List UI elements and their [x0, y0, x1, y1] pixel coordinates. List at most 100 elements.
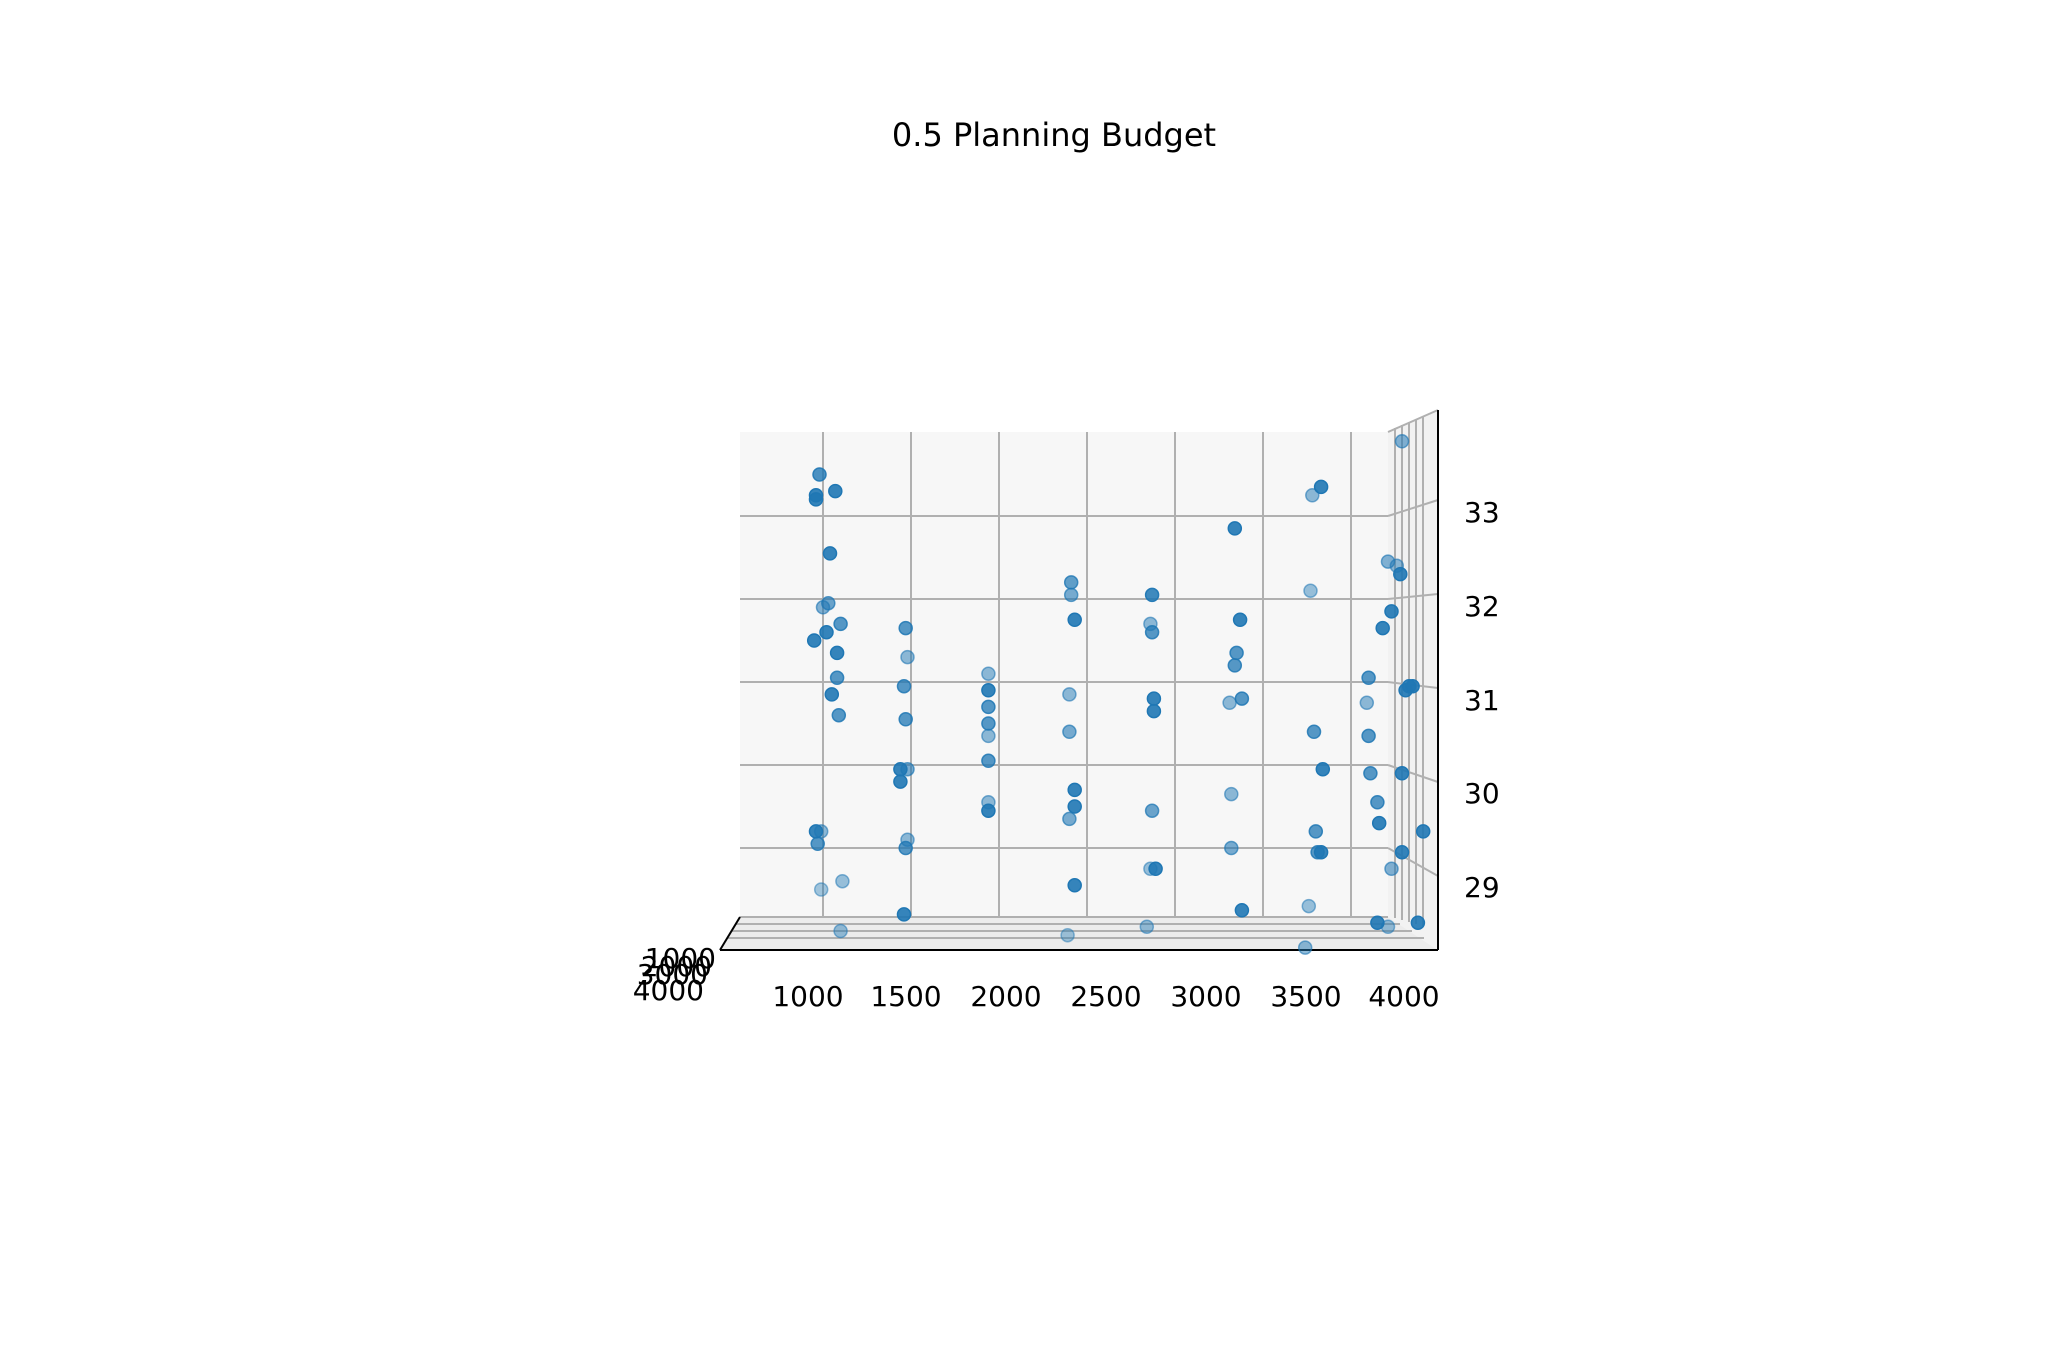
z-tick-label: 33	[1464, 496, 1500, 529]
scatter-point	[1301, 898, 1317, 914]
scatter-point	[1361, 670, 1376, 686]
scatter-point	[1063, 575, 1079, 590]
scatter-point	[829, 670, 845, 686]
scatter-point	[898, 712, 913, 727]
scatter-point	[1067, 799, 1082, 814]
scatter-point	[1393, 566, 1408, 582]
scatter-point	[896, 907, 912, 922]
scatter-point	[1062, 724, 1077, 740]
scatter-point	[900, 649, 915, 665]
y-tick-label: 4000	[633, 974, 704, 1007]
y-tick-label: 3000	[637, 958, 708, 991]
scatter-point	[1313, 844, 1329, 860]
scatter-point	[1062, 811, 1077, 827]
scatter-point	[1297, 940, 1313, 955]
floor-pane	[720, 916, 1438, 950]
scatter-point	[1144, 803, 1160, 818]
scatter-point	[1363, 766, 1378, 781]
scatter-point	[981, 728, 996, 744]
scatter-point	[806, 633, 822, 648]
scatter-point	[824, 687, 840, 702]
scatter-point	[1313, 479, 1329, 495]
scatter-point	[1227, 658, 1243, 673]
scatter-point	[893, 774, 908, 789]
scatter-point	[1405, 678, 1420, 694]
scatter-point	[1234, 903, 1250, 918]
scatter-point	[1361, 728, 1376, 744]
scatter-point	[808, 492, 824, 507]
x-tick-label: 1000	[772, 980, 843, 1013]
scatter-point	[812, 467, 827, 482]
scatter-point	[981, 699, 996, 715]
scatter-point	[898, 620, 913, 636]
x-tick-label: 1500	[870, 980, 941, 1013]
y-tick-label: 2000	[641, 950, 712, 983]
scatter-point	[1144, 587, 1160, 603]
scatter-point	[1380, 919, 1396, 935]
scatter-point	[1394, 434, 1410, 449]
scatter-point	[900, 832, 915, 847]
scatter-point	[1384, 604, 1399, 619]
scatter-point	[815, 600, 831, 615]
scatter-point	[822, 546, 838, 561]
scatter-point	[833, 616, 848, 632]
x-tick-label: 3000	[1170, 980, 1241, 1013]
x-tick-label: 2500	[1070, 980, 1141, 1013]
scatter-point	[813, 882, 829, 897]
y-tick-label: 1000	[645, 942, 716, 975]
scatter-point	[1062, 687, 1077, 702]
x-tick-label: 3500	[1270, 980, 1341, 1013]
scatter-point	[1232, 612, 1248, 628]
scatter-point	[1063, 587, 1079, 603]
scatter-point	[1067, 878, 1082, 893]
scatter-point	[1415, 824, 1431, 839]
scatter-point	[833, 923, 848, 939]
scatter-point	[810, 836, 825, 852]
scatter-point	[1380, 554, 1396, 569]
scatter-point	[1305, 488, 1320, 503]
x-tick-labels: 1000 1500 2000 2500 3000 3500 4000	[772, 980, 1439, 1013]
scatter-point	[896, 678, 912, 694]
scatter-point	[1224, 786, 1239, 802]
scatter-point	[813, 824, 829, 839]
x-tick-label: 4000	[1368, 980, 1439, 1013]
scatter-point	[1222, 695, 1237, 711]
scatter-point	[1067, 782, 1082, 798]
scatter-point	[1394, 766, 1410, 781]
scatter-point	[819, 624, 834, 640]
scatter-point	[981, 666, 996, 681]
scatter-point	[1146, 691, 1162, 706]
scatter-point	[1410, 915, 1426, 930]
scatter-point	[893, 761, 908, 777]
scatter-point	[835, 873, 850, 889]
scatter-point	[1371, 815, 1387, 831]
scatter-point	[1224, 840, 1239, 856]
gridlines	[740, 432, 1388, 917]
back-pane	[740, 432, 1388, 917]
scatter-point	[1229, 645, 1244, 661]
scatter-point	[1375, 620, 1390, 636]
z-tick-label: 31	[1464, 684, 1500, 717]
scatter-point	[1370, 795, 1385, 810]
scatter-point	[1359, 695, 1375, 711]
scatter-point	[828, 483, 843, 499]
z-tick-labels: 29 30 31 32 33	[1464, 496, 1500, 904]
scatter-point	[1148, 861, 1163, 877]
scatter-point	[981, 753, 996, 769]
chart-title: 0.5 Planning Budget	[892, 116, 1216, 154]
scatter-point	[1384, 861, 1399, 877]
z-tick-label: 30	[1464, 777, 1500, 810]
y-tick-labels: 1000 2000 3000 4000	[633, 942, 716, 1007]
axes	[719, 410, 1439, 951]
scatter-point	[1227, 521, 1243, 536]
scatter-point	[1139, 919, 1155, 935]
scatter-point	[1308, 824, 1324, 839]
scatter-point	[829, 645, 845, 661]
z-tick-label: 29	[1464, 871, 1500, 904]
scatter-point	[981, 803, 996, 818]
scatter-point	[1060, 927, 1075, 943]
scatter-point	[1315, 761, 1331, 777]
scatter-point	[1394, 844, 1410, 860]
scatter-point	[981, 683, 996, 698]
